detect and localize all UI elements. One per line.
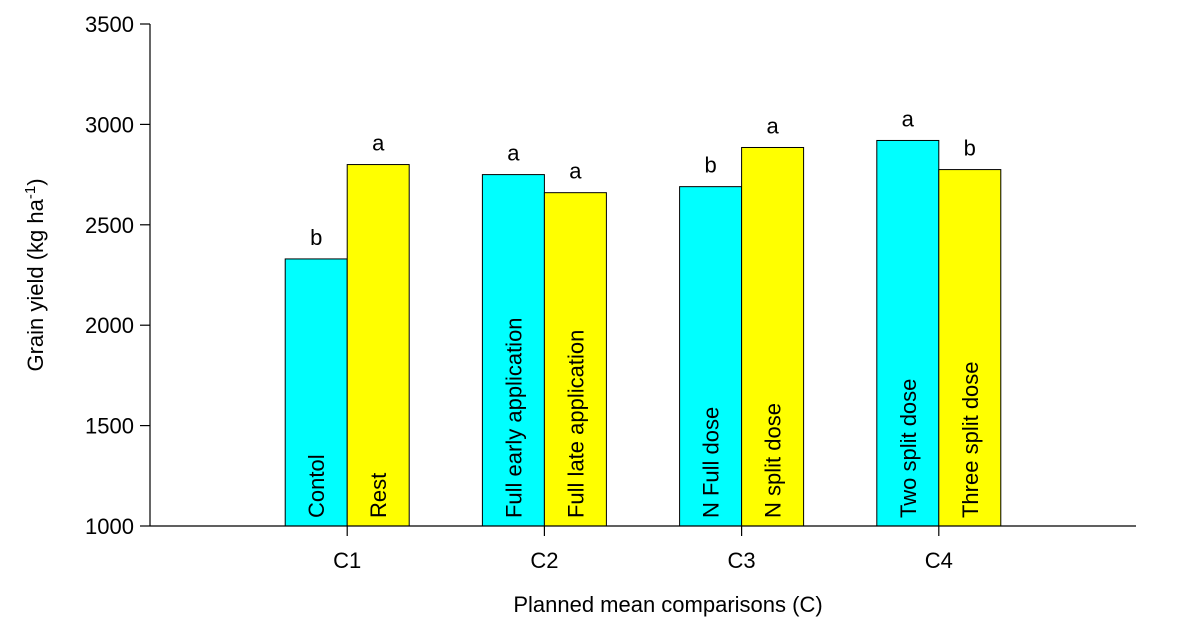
significance-letter: a — [902, 106, 915, 131]
y-tick-label: 1000 — [85, 514, 134, 539]
y-tick-label: 2000 — [85, 313, 134, 338]
significance-letter: a — [507, 141, 520, 166]
bar — [284, 258, 348, 527]
bar — [481, 174, 545, 527]
y-axis-title-sup: -1 — [22, 186, 39, 199]
x-tick-label: C3 — [728, 548, 756, 573]
significance-letter: a — [569, 159, 582, 184]
bar-label: Rest — [366, 473, 391, 518]
bar — [346, 164, 410, 527]
significance-letter: b — [310, 225, 322, 250]
bar — [679, 186, 743, 527]
y-ticks: 1000 1500 2000 2500 3000 3500 — [85, 12, 150, 539]
significance-letter: a — [766, 113, 779, 138]
y-axis-title: Grain yield (kg ha-1) — [22, 178, 48, 371]
bar-label: N Full dose — [699, 407, 724, 518]
significance-letter: b — [964, 136, 976, 161]
bar-label: Full late application — [563, 330, 588, 518]
y-axis-title-main: Grain yield (kg ha — [23, 198, 48, 371]
bar — [543, 192, 607, 527]
x-tick-label: C2 — [530, 548, 558, 573]
bar-group-c2: Full early application a Full late applica… — [481, 141, 607, 527]
axes-layer — [149, 24, 1136, 527]
bar — [741, 146, 805, 527]
bar-label: Full early application — [501, 317, 526, 518]
bar-label: Two split dose — [896, 379, 921, 518]
y-tick-label: 1500 — [85, 414, 134, 439]
significance-letter: b — [704, 153, 716, 178]
y-axis-title-close: ) — [23, 178, 48, 185]
bar-label: Contol — [304, 454, 329, 518]
bar-label: N split dose — [761, 403, 786, 518]
y-tick-label: 3500 — [85, 12, 134, 37]
bar-group-c1: Contol b Rest a — [284, 131, 410, 527]
x-ticks: C1 C2 C3 C4 — [333, 526, 953, 573]
bar — [876, 139, 940, 527]
y-tick-label: 3000 — [85, 112, 134, 137]
bar-label: Three split dose — [958, 361, 983, 518]
significance-letter: a — [372, 131, 385, 156]
x-tick-label: C1 — [333, 548, 361, 573]
bar-group-c3: N Full dose b N split dose a — [679, 113, 805, 527]
y-tick-label: 2500 — [85, 213, 134, 238]
x-tick-label: C4 — [925, 548, 953, 573]
x-axis-title: Planned mean comparisons (C) — [513, 592, 822, 617]
bar-group-c4: Two split dose a Three split dose b — [876, 106, 1002, 527]
